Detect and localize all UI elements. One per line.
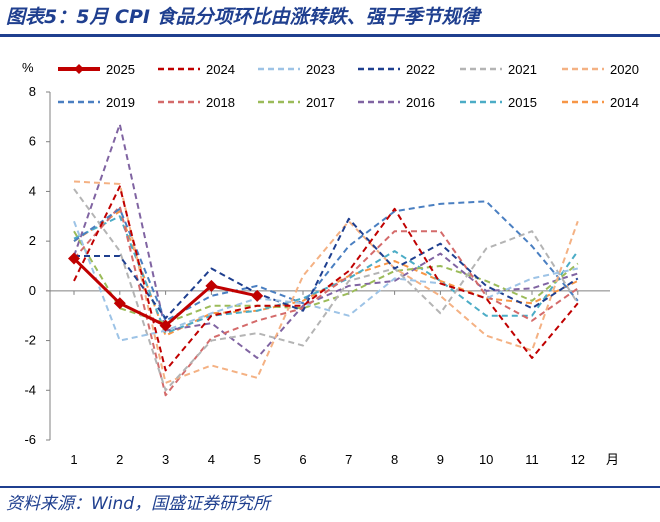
series-line-2019 — [73, 200, 579, 322]
series-2023 — [73, 220, 579, 342]
x-tick-label: 8 — [391, 452, 398, 467]
y-axis-unit-label: % — [22, 60, 34, 75]
data-point-2025-m1 — [68, 252, 80, 265]
y-tick-label: 4 — [29, 183, 36, 198]
source-note: 资料来源：Wind，国盛证券研究所 — [6, 494, 271, 514]
series-line-2024 — [73, 185, 579, 372]
x-axis-unit-label: 月 — [606, 452, 619, 467]
x-tick-label: 5 — [254, 452, 261, 467]
legend-item-2025: 2025 — [58, 62, 135, 77]
y-tick-label: -4 — [24, 382, 36, 397]
footer-divider — [0, 486, 660, 488]
x-tick-label: 6 — [299, 452, 306, 467]
y-tick-label: 8 — [29, 84, 36, 99]
x-tick-label: 9 — [437, 452, 444, 467]
legend-label-2023: 2023 — [306, 62, 335, 77]
series-line-2014 — [73, 210, 579, 337]
x-tick-label: 12 — [571, 452, 585, 467]
y-tick-label: 6 — [29, 134, 36, 149]
x-tick-label: 1 — [70, 452, 77, 467]
series-2014 — [73, 210, 579, 337]
legend-label-2020: 2020 — [610, 62, 639, 77]
series-2025 — [68, 252, 264, 332]
series-line-2022 — [74, 217, 579, 320]
legend-label-2025: 2025 — [106, 62, 135, 77]
legend-item-2019: 2019 — [58, 95, 135, 110]
legend-label-2016: 2016 — [406, 95, 435, 110]
series-line-2017 — [73, 230, 579, 325]
legend-label-2022: 2022 — [406, 62, 435, 77]
legend-item-2021: 2021 — [460, 62, 537, 77]
legend-item-2016: 2016 — [358, 95, 435, 110]
legend-item-2014: 2014 — [562, 95, 639, 110]
x-tick-label: 3 — [162, 452, 169, 467]
legend-item-2022: 2022 — [358, 62, 435, 77]
legend-marker-2025 — [74, 64, 84, 74]
legend-item-2015: 2015 — [460, 95, 537, 110]
x-tick-label: 7 — [345, 452, 352, 467]
series-line-2018 — [73, 205, 579, 397]
x-tick-label: 4 — [208, 452, 215, 467]
x-tick-label: 2 — [116, 452, 123, 467]
legend-label-2018: 2018 — [206, 95, 235, 110]
legend-item-2023: 2023 — [258, 62, 335, 77]
y-tick-label: -2 — [24, 333, 36, 348]
series-2021 — [73, 188, 579, 392]
legend-label-2024: 2024 — [206, 62, 235, 77]
series-2019 — [73, 200, 579, 322]
x-tick-label: 11 — [525, 452, 539, 467]
legend-label-2017: 2017 — [306, 95, 335, 110]
data-point-2025-m4 — [205, 279, 218, 292]
legend-label-2014: 2014 — [610, 95, 639, 110]
legend-label-2021: 2021 — [508, 62, 537, 77]
legend-item-2017: 2017 — [258, 95, 335, 110]
series-line-2015 — [73, 215, 579, 335]
data-point-2025-m3 — [159, 319, 172, 332]
legend-item-2024: 2024 — [158, 62, 235, 77]
y-tick-label: 2 — [29, 233, 36, 248]
series-2018 — [73, 205, 579, 397]
legend-label-2019: 2019 — [106, 95, 135, 110]
title-divider — [0, 34, 660, 37]
x-tick-label: 10 — [479, 452, 493, 467]
chart-title: 图表5：5月 CPI 食品分项环比由涨转跌、强于季节规律 — [6, 6, 480, 28]
chart-legend: 2025 2024 2023 2022 2021 2020 2019 2018 2017 2016… — [58, 62, 639, 110]
series-line-2016 — [73, 123, 579, 359]
series-2024 — [73, 185, 579, 372]
data-point-2025-m2 — [113, 297, 126, 310]
legend-label-2015: 2015 — [508, 95, 537, 110]
y-tick-label: 0 — [29, 283, 36, 298]
chart-series — [68, 123, 579, 397]
series-2020 — [73, 180, 579, 384]
series-line-2020 — [73, 180, 579, 384]
series-2017 — [73, 230, 579, 325]
series-2022 — [74, 217, 579, 320]
y-tick-label: -6 — [24, 432, 36, 447]
legend-item-2018: 2018 — [158, 95, 235, 110]
series-line-2023 — [73, 220, 579, 342]
series-2016 — [73, 123, 579, 359]
series-2015 — [73, 215, 579, 335]
series-line-2021 — [73, 188, 579, 392]
legend-item-2020: 2020 — [562, 62, 639, 77]
data-point-2025-m5 — [251, 289, 264, 302]
